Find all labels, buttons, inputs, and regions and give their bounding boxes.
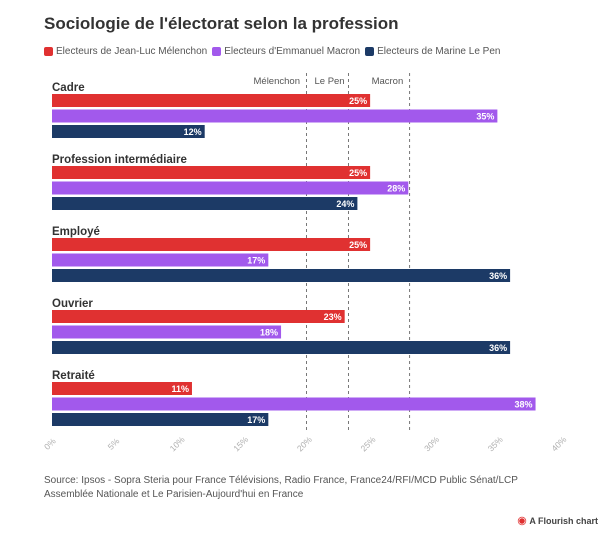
value-label-lepen-employe: 36% [489, 271, 507, 281]
legend: Electeurs de Jean-Luc Mélenchon Electeur… [44, 46, 505, 57]
value-label-macron-ouvrier: 18% [260, 328, 278, 338]
value-label-melenchon-profession-intermediaire: 25% [349, 168, 367, 178]
category-label-retraite: Retraité [52, 370, 95, 382]
x-tick-label-40: 40% [549, 434, 568, 453]
bar-lepen-profession-intermediaire [52, 197, 358, 210]
category-label-profession-intermediaire: Profession intermédiaire [52, 154, 187, 166]
bar-lepen-ouvrier [52, 341, 511, 354]
legend-label-melenchon: Electeurs de Jean-Luc Mélenchon [56, 46, 208, 57]
source-note: Source: Ipsos - Sopra Steria pour France… [44, 475, 518, 500]
value-label-melenchon-retraite: 11% [171, 384, 189, 394]
flourish-logo-icon [519, 518, 526, 524]
category-label-ouvrier: Ouvrier [52, 298, 93, 310]
bar-lepen-cadre [52, 125, 205, 138]
legend-item-melenchon[interactable]: Electeurs de Jean-Luc Mélenchon [44, 46, 207, 57]
category-label-employe: Employé [52, 226, 100, 238]
legend-item-macron[interactable]: Electeurs d'Emmanuel Macron [212, 46, 360, 57]
bar-melenchon-retraite [52, 382, 192, 395]
flourish-credit[interactable]: A Flourish chart [518, 516, 598, 526]
category-label-cadre: Cadre [52, 82, 85, 94]
reference-label-le-pen: Le Pen [314, 76, 344, 87]
value-label-lepen-ouvrier: 36% [489, 343, 507, 353]
bar-lepen-employe [52, 269, 511, 282]
x-tick-label-15: 15% [231, 434, 250, 453]
x-tick-label-20: 20% [295, 434, 314, 453]
bar-melenchon-employe [52, 238, 371, 251]
legend-label-macron: Electeurs d'Emmanuel Macron [224, 46, 361, 57]
value-label-melenchon-cadre: 25% [349, 96, 367, 106]
bar-macron-ouvrier [52, 325, 282, 339]
bar-melenchon-cadre [52, 94, 371, 107]
x-tick-label-0: 0% [42, 436, 58, 452]
legend-item-lepen[interactable]: Electeurs de Marine Le Pen [365, 46, 500, 57]
value-label-macron-retraite: 38% [515, 400, 533, 410]
value-label-macron-employe: 17% [247, 256, 265, 266]
value-label-lepen-retraite: 17% [247, 415, 265, 425]
bar-macron-retraite [52, 397, 536, 411]
legend-label-lepen: Electeurs de Marine Le Pen [377, 46, 501, 57]
value-label-melenchon-employe: 25% [349, 240, 367, 250]
chart-title: Sociologie de l'électorat selon la profe… [44, 14, 399, 33]
reference-label-macron: Macron [372, 76, 404, 87]
value-label-macron-cadre: 35% [476, 112, 494, 122]
bar-macron-profession-intermediaire [52, 181, 409, 195]
bar-melenchon-profession-intermediaire [52, 166, 371, 179]
x-tick-label-10: 10% [168, 434, 187, 453]
bar-macron-employe [52, 253, 269, 267]
value-label-melenchon-ouvrier: 23% [324, 312, 342, 322]
bar-macron-cadre [52, 109, 498, 123]
bar-lepen-retraite [52, 413, 269, 426]
legend-swatch-lepen [365, 47, 375, 56]
x-tick-label-35: 35% [486, 434, 505, 453]
value-label-lepen-profession-intermediaire: 24% [336, 199, 354, 209]
x-tick-label-5: 5% [106, 436, 122, 452]
value-label-macron-profession-intermediaire: 28% [387, 184, 405, 194]
x-tick-label-25: 25% [358, 434, 377, 453]
value-label-lepen-cadre: 12% [184, 127, 202, 137]
reference-label-melenchon: Mélenchon [254, 76, 300, 87]
bar-melenchon-ouvrier [52, 310, 345, 323]
flourish-credit-label: A Flourish chart [529, 516, 598, 526]
legend-swatch-macron [212, 47, 222, 56]
x-tick-label-30: 30% [422, 434, 441, 453]
legend-swatch-melenchon [44, 47, 53, 56]
bar-chart: Mélenchon Le Pen Macron Cadre 25% 35% 12% Profe… [42, 73, 569, 453]
